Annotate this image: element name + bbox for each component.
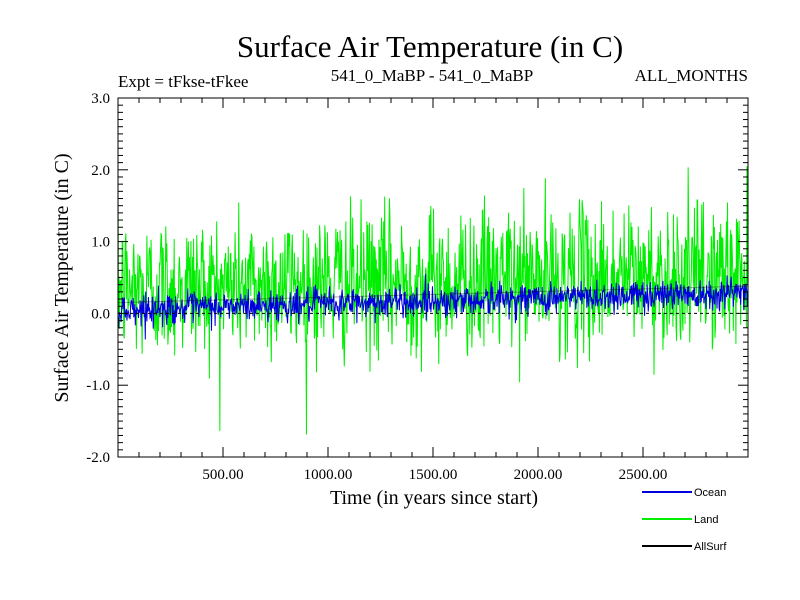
x-tick-label: 2500.00	[619, 467, 668, 483]
subtitle-center: 541_0_MaBP - 541_0_MaBP	[331, 66, 533, 85]
y-tick-label: 3.0	[91, 91, 110, 107]
legend: Ocean Land AllSurf	[642, 487, 727, 553]
y-tick-label: 2.0	[91, 163, 110, 179]
subtitle-left: Expt = tFkse-tFkee	[118, 72, 248, 91]
plot-area	[117, 166, 749, 435]
chart-title: Surface Air Temperature (in C)	[237, 29, 623, 64]
legend-label-land: Land	[694, 514, 718, 526]
legend-label-allsurf: AllSurf	[694, 541, 727, 553]
x-tick-label: 1500.00	[409, 467, 458, 483]
y-axis-label: Surface Air Temperature (in C)	[51, 153, 73, 402]
series-allsurf-line	[117, 285, 749, 304]
legend-label-ocean: Ocean	[694, 487, 726, 499]
y-tick-label: 0.0	[91, 306, 110, 322]
y-tick-label: -2.0	[86, 450, 110, 466]
x-tick-label: 500.00	[202, 467, 243, 483]
series-land-line	[117, 166, 749, 435]
x-tick-label: 1000.00	[304, 467, 353, 483]
y-tick-label: 1.0	[91, 235, 110, 251]
x-tick-label: 2000.00	[514, 467, 563, 483]
series-ocean-line	[117, 273, 749, 340]
axes: 500.00 1000.00 1500.00 2000.00 2500.00 -2.0 -1…	[86, 91, 748, 483]
x-axis-label: Time (in years since start)	[330, 487, 538, 509]
subtitle-right: ALL_MONTHS	[635, 66, 748, 85]
y-tick-label: -1.0	[86, 378, 110, 394]
